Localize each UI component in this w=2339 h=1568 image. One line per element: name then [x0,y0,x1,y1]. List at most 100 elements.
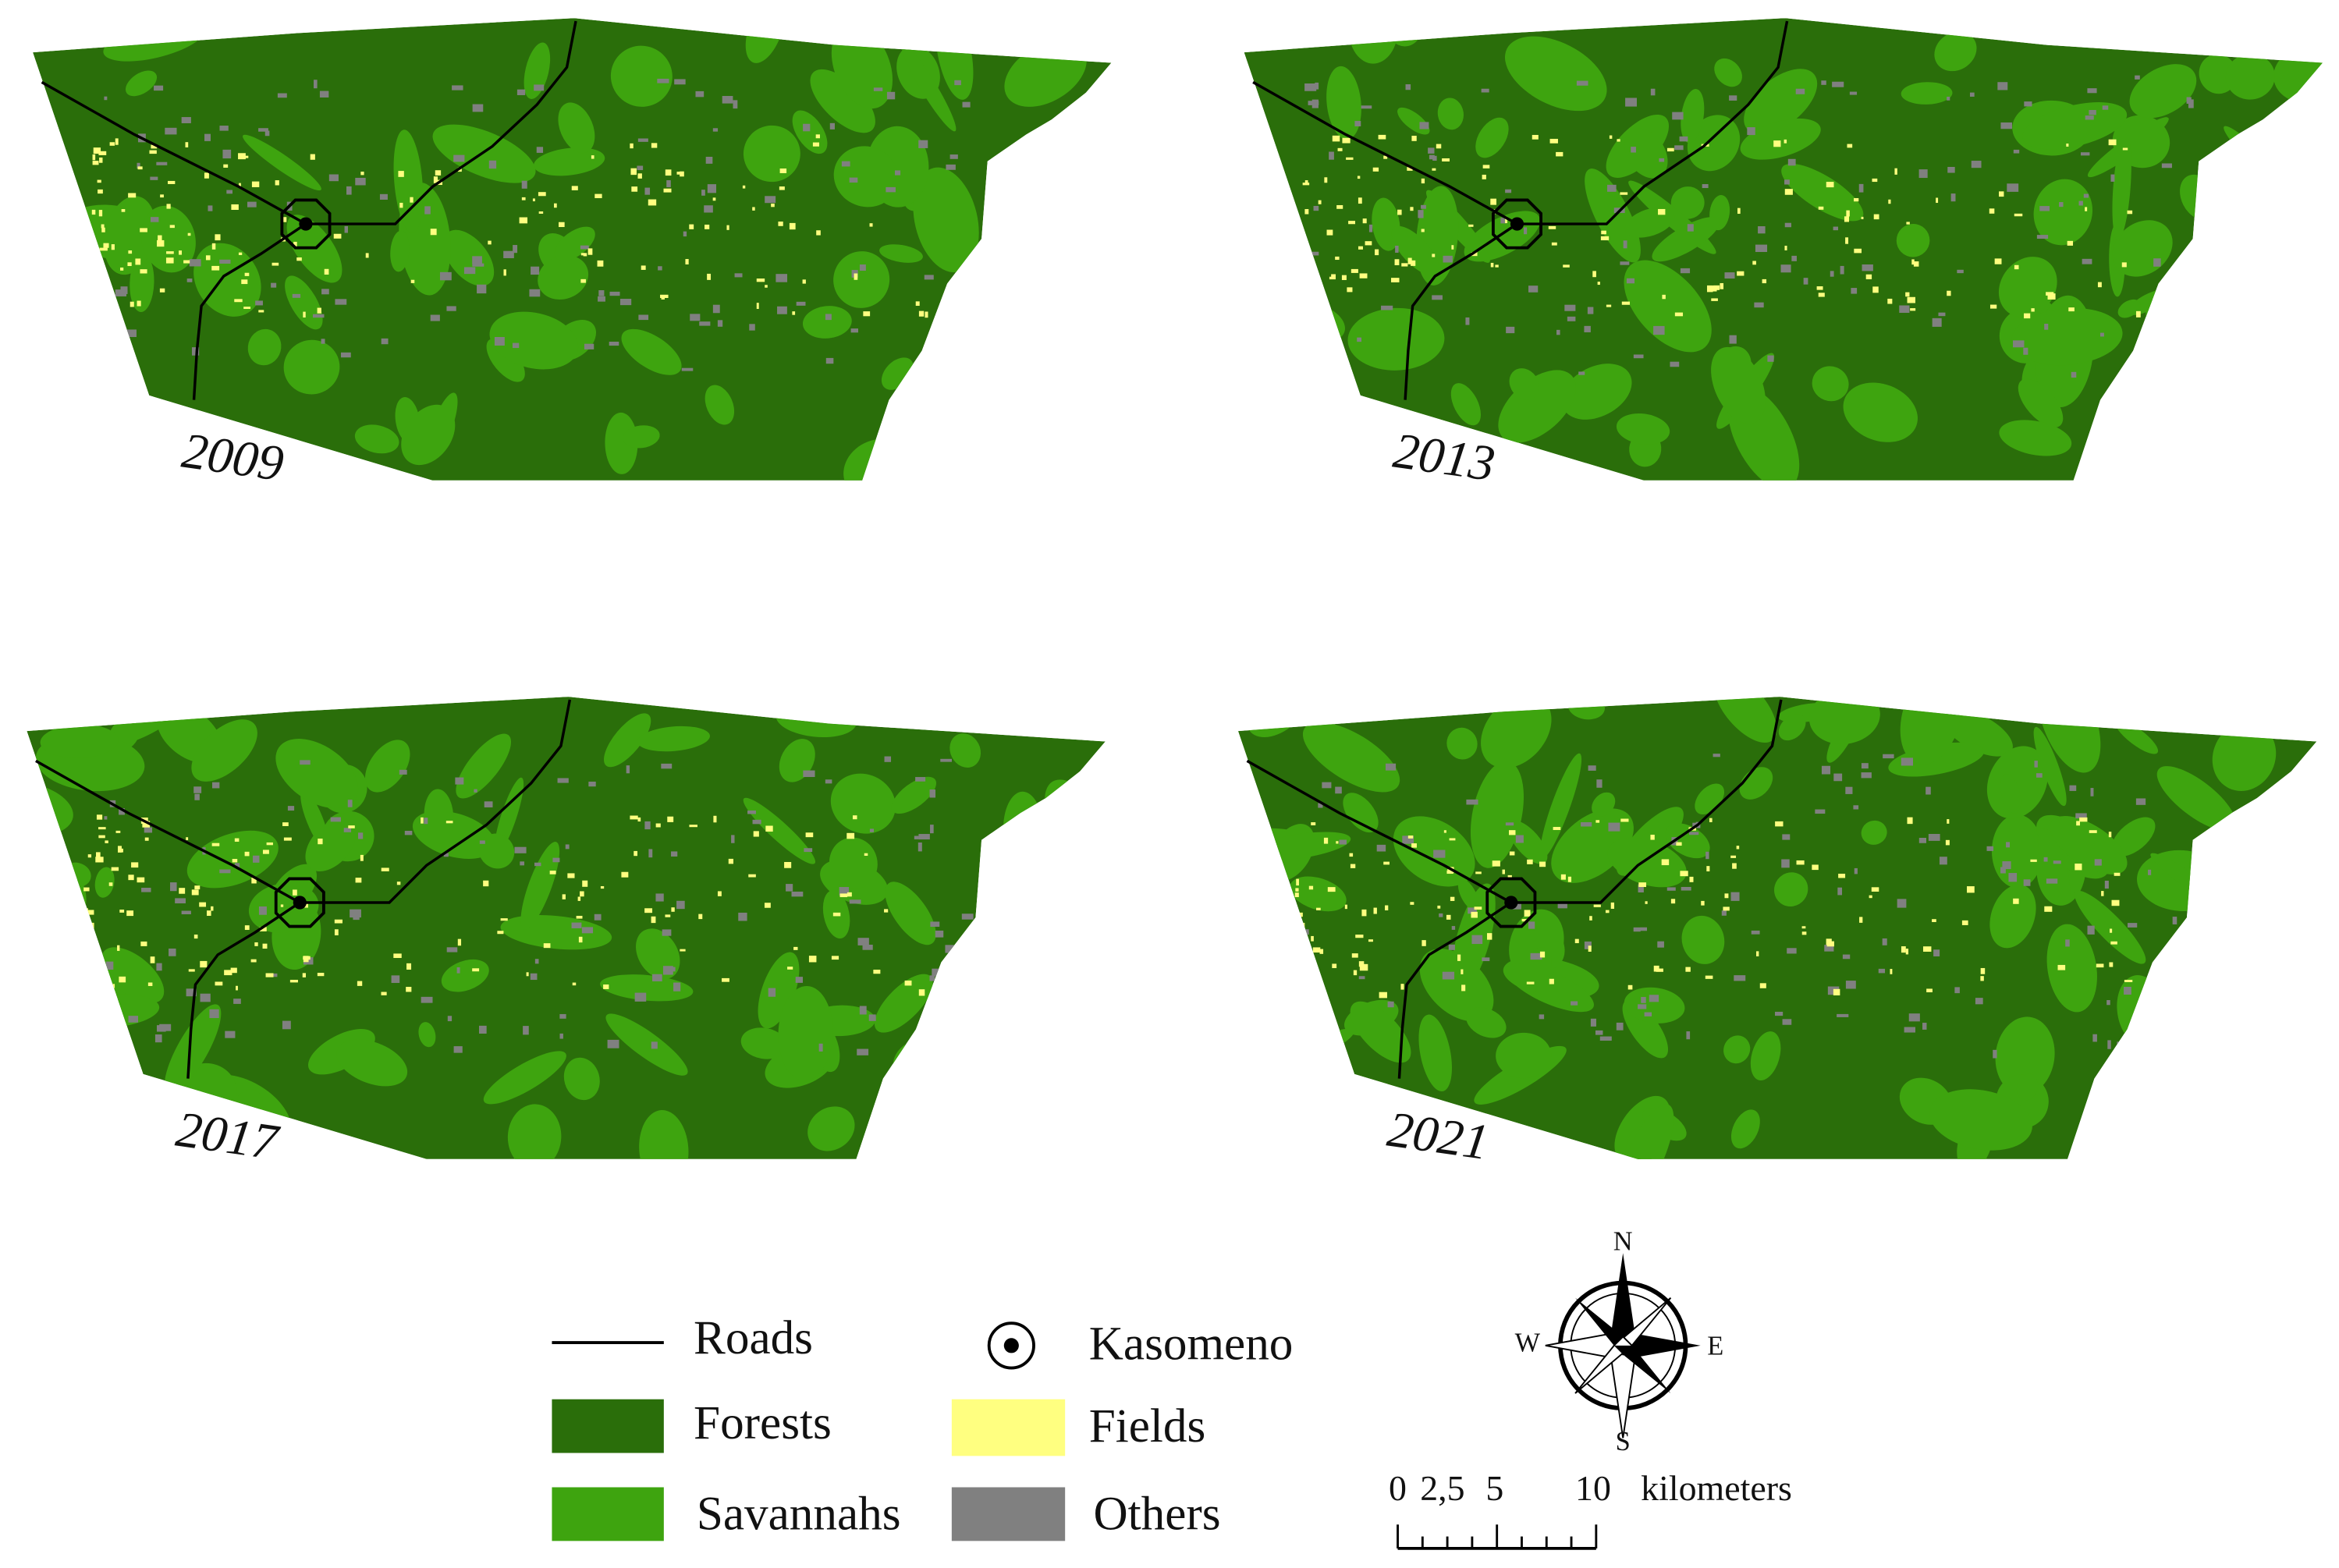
field-patch [1492,860,1500,867]
field-patch [816,230,821,236]
savannah-area [2197,417,2249,481]
map-panel [27,697,1106,1159]
field-patch [1563,264,1570,268]
other-patch [2036,235,2049,239]
field-patch [96,814,103,820]
savannah-area [637,725,710,752]
field-patch [1801,926,1806,929]
other-patch [277,93,287,98]
other-patch [1315,82,1319,90]
field-patch [705,224,710,229]
field-patch [1926,988,1933,992]
field-patch [91,300,97,304]
savannah-area [483,1051,566,1105]
other-patch [1357,337,1361,342]
field-patch [526,972,529,977]
field-patch [128,250,133,254]
field-patch [765,825,773,832]
other-patch [712,304,720,314]
field-patch [1432,254,1436,257]
other-patch [1564,304,1576,311]
other-patch [154,85,164,91]
other-patch [651,1041,658,1049]
other-patch [803,770,815,778]
field-patch [1471,911,1478,918]
savannah-area [705,385,735,425]
savannah-area [1995,1016,2055,1095]
field-patch [1502,869,1505,874]
field-patch [292,889,297,896]
other-patch [1395,245,1399,253]
other-patch [674,79,686,85]
other-patch [330,817,341,822]
kasomeno-dot [293,896,307,910]
savannah-area [1028,1100,1091,1159]
savannah-area [1350,1001,1411,1063]
field-patch [1332,135,1340,142]
field-patch [1336,204,1343,209]
other-patch [456,967,460,974]
other-patch [1861,763,1869,769]
savannah-area [1778,714,1806,741]
field-patch [1551,242,1557,246]
field-patch [1737,208,1741,215]
other-patch [1297,929,1309,935]
savannah-area [2050,816,2128,874]
savannah-area [104,1094,176,1159]
field-patch [185,142,189,147]
savannah-area [1539,753,1582,859]
other-patch [255,300,263,306]
other-patch [930,825,934,834]
field-patch [2089,830,2097,833]
other-patch [1505,189,1512,193]
field-patch [1294,912,1303,917]
other-patch [1376,844,1386,852]
field-patch [1342,137,1351,144]
field-patch [847,892,852,897]
field-patch [1350,864,1356,868]
other-patch [862,944,873,950]
field-patch [869,223,873,227]
field-patch [115,138,119,145]
field-patch [99,247,108,251]
other-patch [666,180,671,187]
other-patch [1653,325,1665,335]
savannah-area [1437,98,1464,130]
field-patch [778,222,783,226]
other-patch [463,267,476,275]
savannah-area [441,959,489,992]
savannah-area [2266,160,2319,227]
field-patch [215,234,221,241]
other-patch [1721,910,1727,916]
other-patch [2087,88,2097,94]
field-patch [1593,904,1601,907]
other-patch [111,1029,121,1037]
other-patch [347,800,353,807]
field-patch [119,976,126,983]
savannah-area [891,776,936,814]
other-patch [523,1026,529,1035]
field-patch [571,186,578,190]
field-patch [445,821,453,824]
other-patch [2053,860,2061,864]
field-patch [1312,284,1318,292]
other-patch [1318,803,1323,808]
other-patch [2023,347,2028,355]
other-patch [258,906,267,915]
field-patch [1600,236,1610,241]
field-patch [266,842,273,846]
savannah-area [2033,179,2093,246]
savannah-area [2213,1055,2266,1147]
other-patch [2069,785,2077,791]
field-patch [753,831,759,837]
field-patch [1524,910,1531,917]
field-patch [406,963,412,970]
field-patch [1567,876,1572,882]
field-patch [1762,278,1767,284]
field-patch [144,837,149,841]
field-patch [1680,871,1688,877]
savannah-area [1723,1035,1751,1064]
field-patch [244,925,250,931]
scale-bar: 0 2,5 5 10 kilometers [1389,1468,1792,1550]
field-patch [1872,178,1878,183]
